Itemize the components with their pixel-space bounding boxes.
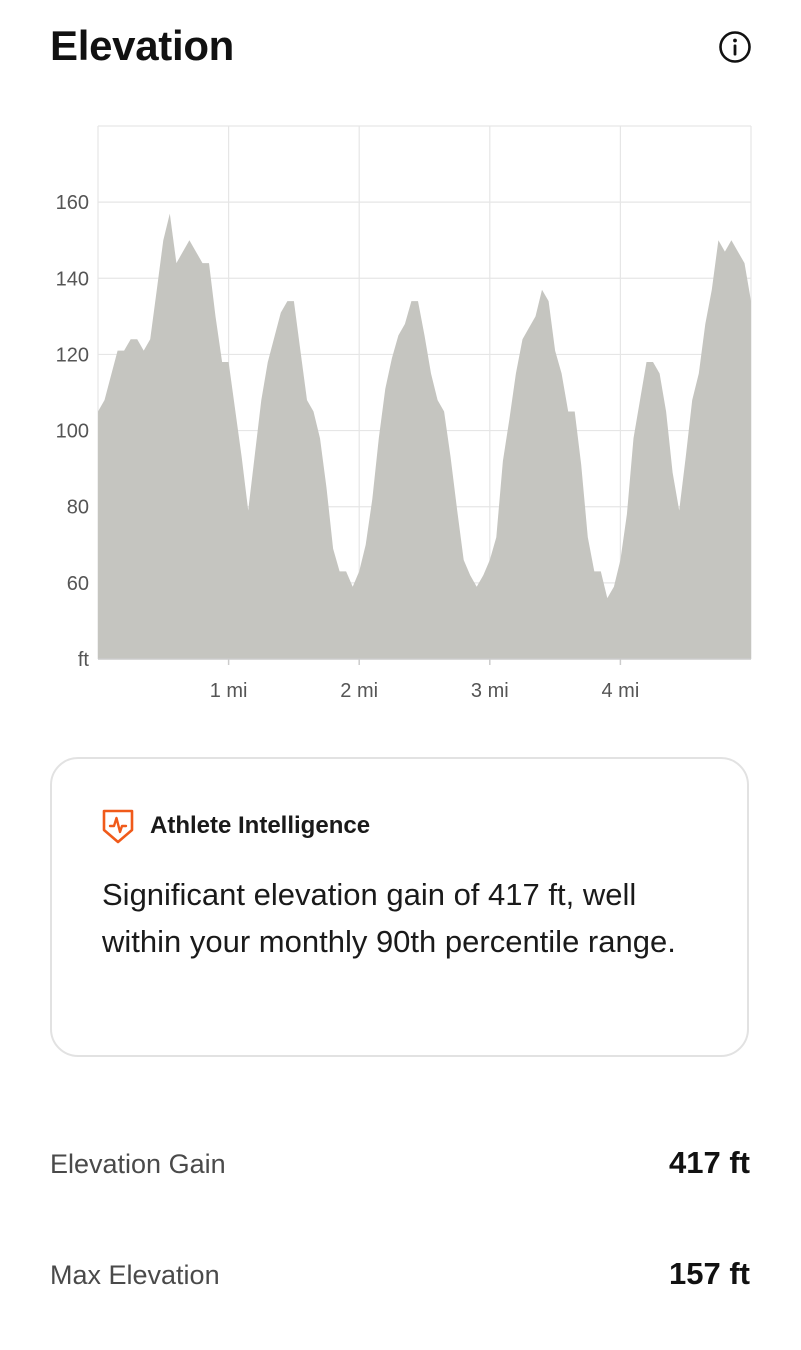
stat-label: Elevation Gain	[50, 1149, 226, 1179]
y-tick-label: 160	[56, 192, 89, 214]
y-tick-label: 140	[56, 268, 89, 290]
athlete-intelligence-card[interactable]: Athlete Intelligence Significant elevati…	[50, 757, 749, 1057]
athlete-intelligence-shield-icon	[102, 809, 134, 844]
x-tick-label: 2 mi	[340, 680, 378, 702]
elevation-area	[98, 213, 751, 659]
elevation-chart-svg: 1 mi 2 mi 3 mi 4 mi 60 80 100 120 140 160 ft	[56, 125, 752, 702]
page-title: Elevation	[50, 22, 235, 69]
stat-value: 417 ft	[669, 1145, 750, 1180]
y-tick-label: 60	[67, 573, 89, 595]
x-tick-label: 1 mi	[210, 680, 248, 702]
insight-header: Athlete Intelligence	[102, 807, 370, 845]
y-tick-label: 120	[56, 344, 89, 366]
y-tick-label: 100	[56, 421, 89, 443]
stat-label: Max Elevation	[50, 1260, 220, 1290]
x-tick-label: 4 mi	[602, 680, 640, 702]
elevation-chart: 1 mi 2 mi 3 mi 4 mi 60 80 100 120 140 160 ft	[0, 110, 801, 720]
stat-row-elevation-gain: Elevation Gain 417 ft	[50, 1145, 750, 1189]
y-unit-label: ft	[78, 649, 90, 671]
stat-row-max-elevation: Max Elevation 157 ft	[50, 1256, 750, 1300]
header: Elevation	[50, 20, 752, 76]
insight-text: Significant elevation gain of 417 ft, we…	[102, 877, 676, 959]
info-circle-icon	[719, 31, 751, 63]
stat-value: 157 ft	[669, 1256, 750, 1291]
info-button[interactable]	[718, 30, 752, 64]
insight-title: Athlete Intelligence	[150, 812, 371, 839]
x-tick-label: 3 mi	[471, 680, 509, 702]
y-tick-label: 80	[67, 497, 89, 519]
